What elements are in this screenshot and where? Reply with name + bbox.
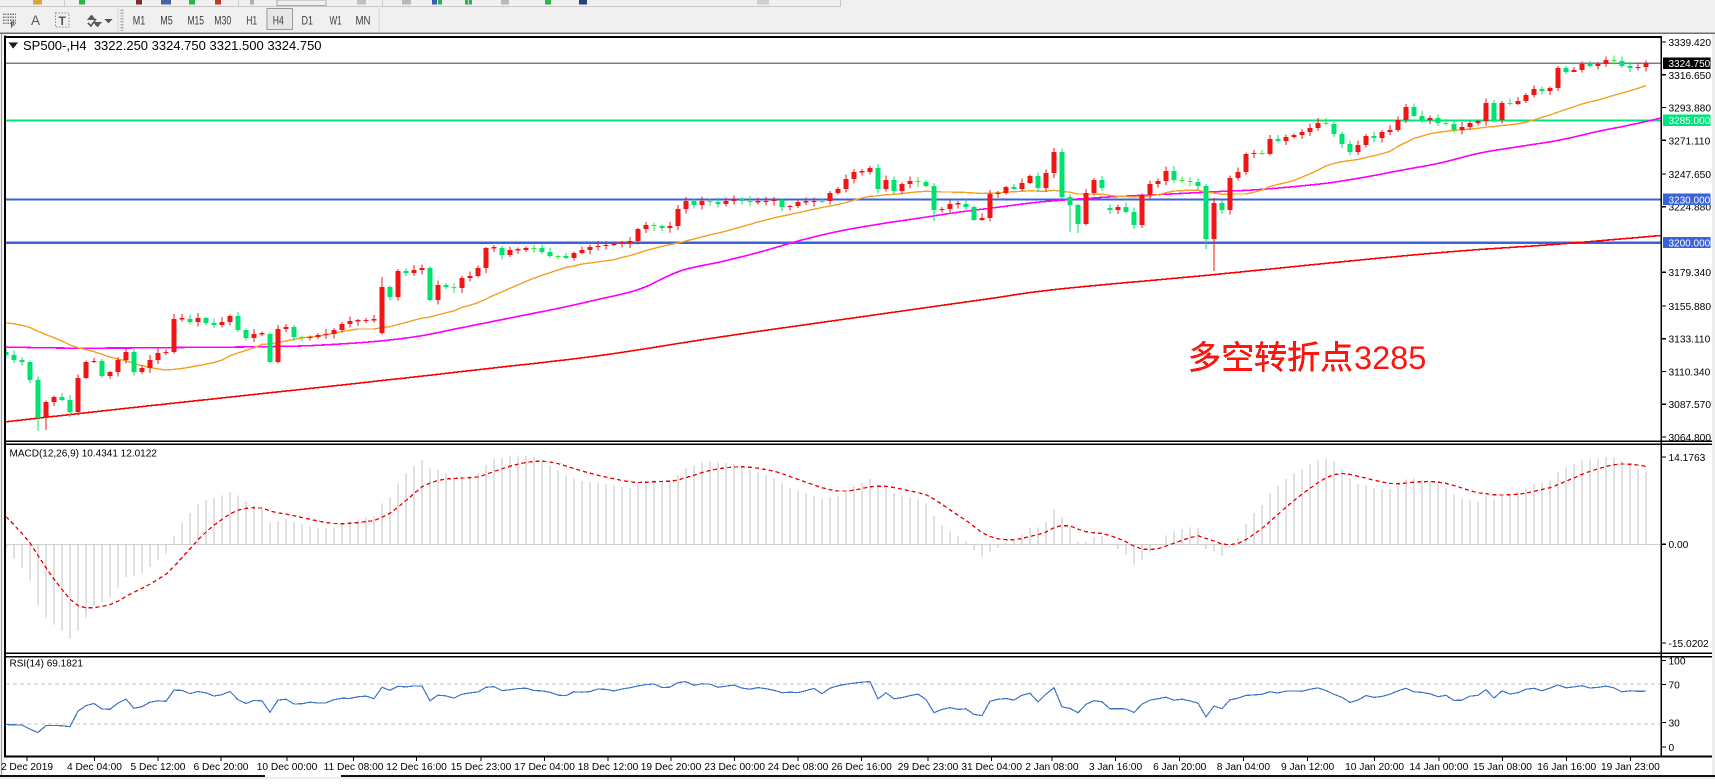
svg-text:M30: M30	[214, 14, 231, 28]
svg-text:18 Dec 12:00: 18 Dec 12:00	[578, 762, 639, 773]
svg-text:H4: H4	[273, 14, 284, 28]
svg-text:19 Jan 23:00: 19 Jan 23:00	[1601, 762, 1660, 773]
svg-text:3285.000: 3285.000	[1669, 116, 1711, 127]
svg-text:31 Dec 04:00: 31 Dec 04:00	[961, 762, 1022, 773]
svg-text:9 Jan 12:00: 9 Jan 12:00	[1281, 762, 1335, 773]
svg-text:3339.420: 3339.420	[1669, 38, 1712, 49]
svg-text:MN: MN	[356, 14, 371, 28]
svg-text:15 Dec 23:00: 15 Dec 23:00	[451, 762, 512, 773]
svg-text:A: A	[31, 13, 40, 28]
svg-text:F: F	[11, 21, 16, 30]
svg-text:T: T	[59, 14, 67, 28]
svg-text:3324.750: 3324.750	[1669, 59, 1711, 70]
svg-text:17 Dec 04:00: 17 Dec 04:00	[514, 762, 575, 773]
svg-text:14 Jan 00:00: 14 Jan 00:00	[1409, 762, 1468, 773]
svg-text:4 Dec 04:00: 4 Dec 04:00	[67, 762, 122, 773]
svg-text:16 Jan 16:00: 16 Jan 16:00	[1537, 762, 1596, 773]
svg-text:26 Dec 16:00: 26 Dec 16:00	[831, 762, 892, 773]
svg-text:3200.000: 3200.000	[1669, 239, 1711, 250]
svg-text:6 Jan 20:00: 6 Jan 20:00	[1153, 762, 1207, 773]
svg-text:2 Dec 2019: 2 Dec 2019	[1, 762, 53, 773]
svg-text:11 Dec 08:00: 11 Dec 08:00	[324, 762, 384, 773]
svg-text:30: 30	[1669, 719, 1681, 730]
svg-text:3230.000: 3230.000	[1669, 195, 1711, 206]
svg-text:3087.570: 3087.570	[1669, 400, 1712, 411]
svg-text:RSI(14) 69.1821: RSI(14) 69.1821	[10, 659, 84, 670]
svg-text:3133.110: 3133.110	[1669, 335, 1711, 346]
svg-text:3110.340: 3110.340	[1669, 368, 1711, 379]
svg-text:19 Dec 20:00: 19 Dec 20:00	[641, 762, 702, 773]
svg-text:14.1763: 14.1763	[1669, 453, 1706, 464]
svg-text:29 Dec 23:00: 29 Dec 23:00	[898, 762, 959, 773]
svg-text:15 Jan 08:00: 15 Jan 08:00	[1473, 762, 1532, 773]
svg-text:MACD(12,26,9) 10.4341 12.0122: MACD(12,26,9) 10.4341 12.0122	[10, 449, 158, 460]
svg-text:M5: M5	[160, 14, 173, 28]
svg-text:3179.340: 3179.340	[1669, 268, 1712, 279]
svg-text:D1: D1	[302, 14, 314, 28]
svg-text:10 Dec 00:00: 10 Dec 00:00	[257, 762, 318, 773]
svg-text:3 Jan 16:00: 3 Jan 16:00	[1089, 762, 1143, 773]
svg-text:12 Dec 16:00: 12 Dec 16:00	[386, 762, 447, 773]
svg-text:-15.0202: -15.0202	[1669, 639, 1710, 650]
svg-text:0.00: 0.00	[1669, 540, 1689, 551]
svg-text:SP500-,H4 3322.250 3324.750 3: SP500-,H4 3322.250 3324.750 3321.500 332…	[23, 38, 322, 53]
svg-text:70: 70	[1669, 681, 1681, 692]
svg-text:0: 0	[1669, 743, 1675, 754]
svg-text:M15: M15	[187, 14, 204, 28]
svg-text:3224.880: 3224.880	[1669, 203, 1712, 214]
svg-text:3247.650: 3247.650	[1669, 170, 1712, 181]
svg-text:3271.110: 3271.110	[1669, 136, 1711, 147]
svg-text:3285: 3285	[1354, 340, 1426, 376]
svg-text:W1: W1	[330, 14, 342, 28]
svg-text:100: 100	[1669, 657, 1686, 668]
svg-text:23 Dec 00:00: 23 Dec 00:00	[704, 762, 765, 773]
svg-text:8 Jan 04:00: 8 Jan 04:00	[1217, 762, 1271, 773]
svg-text:24 Dec 08:00: 24 Dec 08:00	[768, 762, 829, 773]
svg-text:H1: H1	[246, 14, 257, 28]
svg-text:3064.800: 3064.800	[1669, 433, 1712, 444]
svg-text:5 Dec 12:00: 5 Dec 12:00	[131, 762, 186, 773]
svg-text:3155.880: 3155.880	[1669, 302, 1712, 313]
svg-text:10 Jan 20:00: 10 Jan 20:00	[1345, 762, 1404, 773]
svg-text:3293.880: 3293.880	[1669, 104, 1712, 115]
svg-text:2 Jan 08:00: 2 Jan 08:00	[1025, 762, 1079, 773]
svg-text:3316.650: 3316.650	[1669, 71, 1712, 82]
svg-text:6 Dec 20:00: 6 Dec 20:00	[194, 762, 249, 773]
svg-text:M1: M1	[133, 14, 146, 28]
